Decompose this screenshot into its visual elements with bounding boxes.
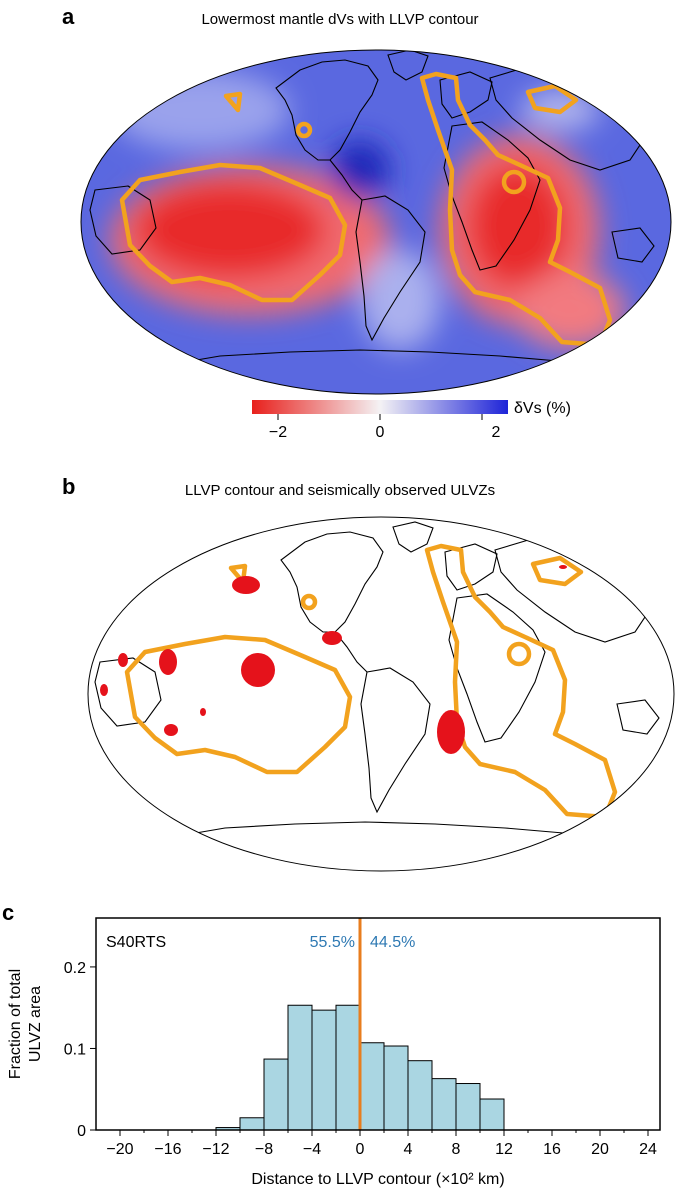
colorbar: −2 0 2 δVs (%) (252, 400, 571, 441)
histogram-bar (479, 1098, 505, 1131)
model-label: S40RTS (106, 934, 166, 951)
histogram-bar (359, 1042, 385, 1131)
map-a-outline (80, 49, 672, 395)
x-tick-label: 20 (591, 1141, 609, 1158)
x-axis-label: Distance to LLVP contour (×10² km) (251, 1171, 504, 1188)
x-tick-label: −20 (106, 1141, 133, 1158)
ulvz-patch (556, 540, 564, 544)
y-axis-label-line2: ULVZ area (27, 986, 44, 1062)
histogram-bar (335, 1004, 361, 1131)
histogram: −20 −16 −12 −8 −4 0 4 8 12 16 20 24 00.10.2 S40RTS … (7, 917, 661, 1188)
ulvz-patch (159, 649, 177, 675)
histogram-bar (311, 1009, 337, 1131)
ulvz-patches (100, 540, 567, 754)
ulvz-patch (437, 710, 465, 754)
ulvz-patch (200, 708, 206, 716)
panel-b-letter: b (62, 474, 76, 499)
histogram-bar (239, 1117, 265, 1131)
histogram-bars (215, 1004, 505, 1131)
histogram-bar (431, 1078, 457, 1131)
x-tick-label: 12 (495, 1141, 513, 1158)
histogram-bar (287, 1004, 313, 1131)
ulvz-patch (559, 565, 567, 569)
y-axis-label-line1: Fraction of total (7, 969, 24, 1079)
x-tick-label: −12 (202, 1141, 229, 1158)
ulvz-map (88, 517, 674, 871)
x-tick-label: 8 (452, 1141, 461, 1158)
plot-frame (95, 917, 661, 1131)
ulvz-patch (118, 653, 128, 667)
panel-a-letter: a (62, 4, 75, 29)
x-tick-label: −4 (303, 1141, 321, 1158)
x-tick-label: 4 (404, 1141, 413, 1158)
y-tick-label: 0 (77, 1123, 86, 1140)
velocity-map (81, 50, 671, 394)
colorbar-tick-label-high: 2 (492, 424, 501, 441)
x-tick-label: 24 (639, 1141, 657, 1158)
ulvz-patch (322, 631, 342, 645)
colorbar-tick-label-low: −2 (269, 424, 287, 441)
x-tick-label: 16 (543, 1141, 561, 1158)
llvp-contour-a (119, 71, 613, 348)
x-tick-label: −8 (255, 1141, 273, 1158)
y-tick-label: 0.1 (64, 1041, 86, 1058)
colorbar-tick-label-mid: 0 (376, 424, 385, 441)
histogram-bar (407, 1060, 433, 1131)
ulvz-patch (241, 653, 275, 687)
x-tick-label: −16 (154, 1141, 181, 1158)
ulvz-patch (164, 724, 178, 736)
llvp-contour-b (124, 543, 618, 820)
panel-a-title: Lowermost mantle dVs with LLVP contour (201, 11, 479, 28)
x-tick-label: 0 (356, 1141, 365, 1158)
histogram-bar (455, 1083, 481, 1131)
histogram-bar (383, 1045, 409, 1131)
right-percent-label: 44.5% (370, 934, 415, 951)
histogram-bar (263, 1058, 289, 1131)
left-percent-label: 55.5% (310, 934, 355, 951)
colorbar-gradient (252, 400, 508, 414)
ulvz-patch (232, 576, 260, 594)
y-tick-label: 0.2 (64, 960, 86, 977)
ulvz-patch (100, 684, 108, 696)
panel-c-letter: c (2, 900, 15, 925)
map-b-outline (87, 516, 675, 872)
x-axis-ticks: −20 −16 −12 −8 −4 0 4 8 12 16 20 24 (106, 1130, 657, 1158)
colorbar-label: δVs (%) (514, 400, 571, 417)
panel-b-title: LLVP contour and seismically observed UL… (184, 482, 496, 499)
y-axis-ticks: 0 0.1 0.2 (64, 960, 96, 1140)
